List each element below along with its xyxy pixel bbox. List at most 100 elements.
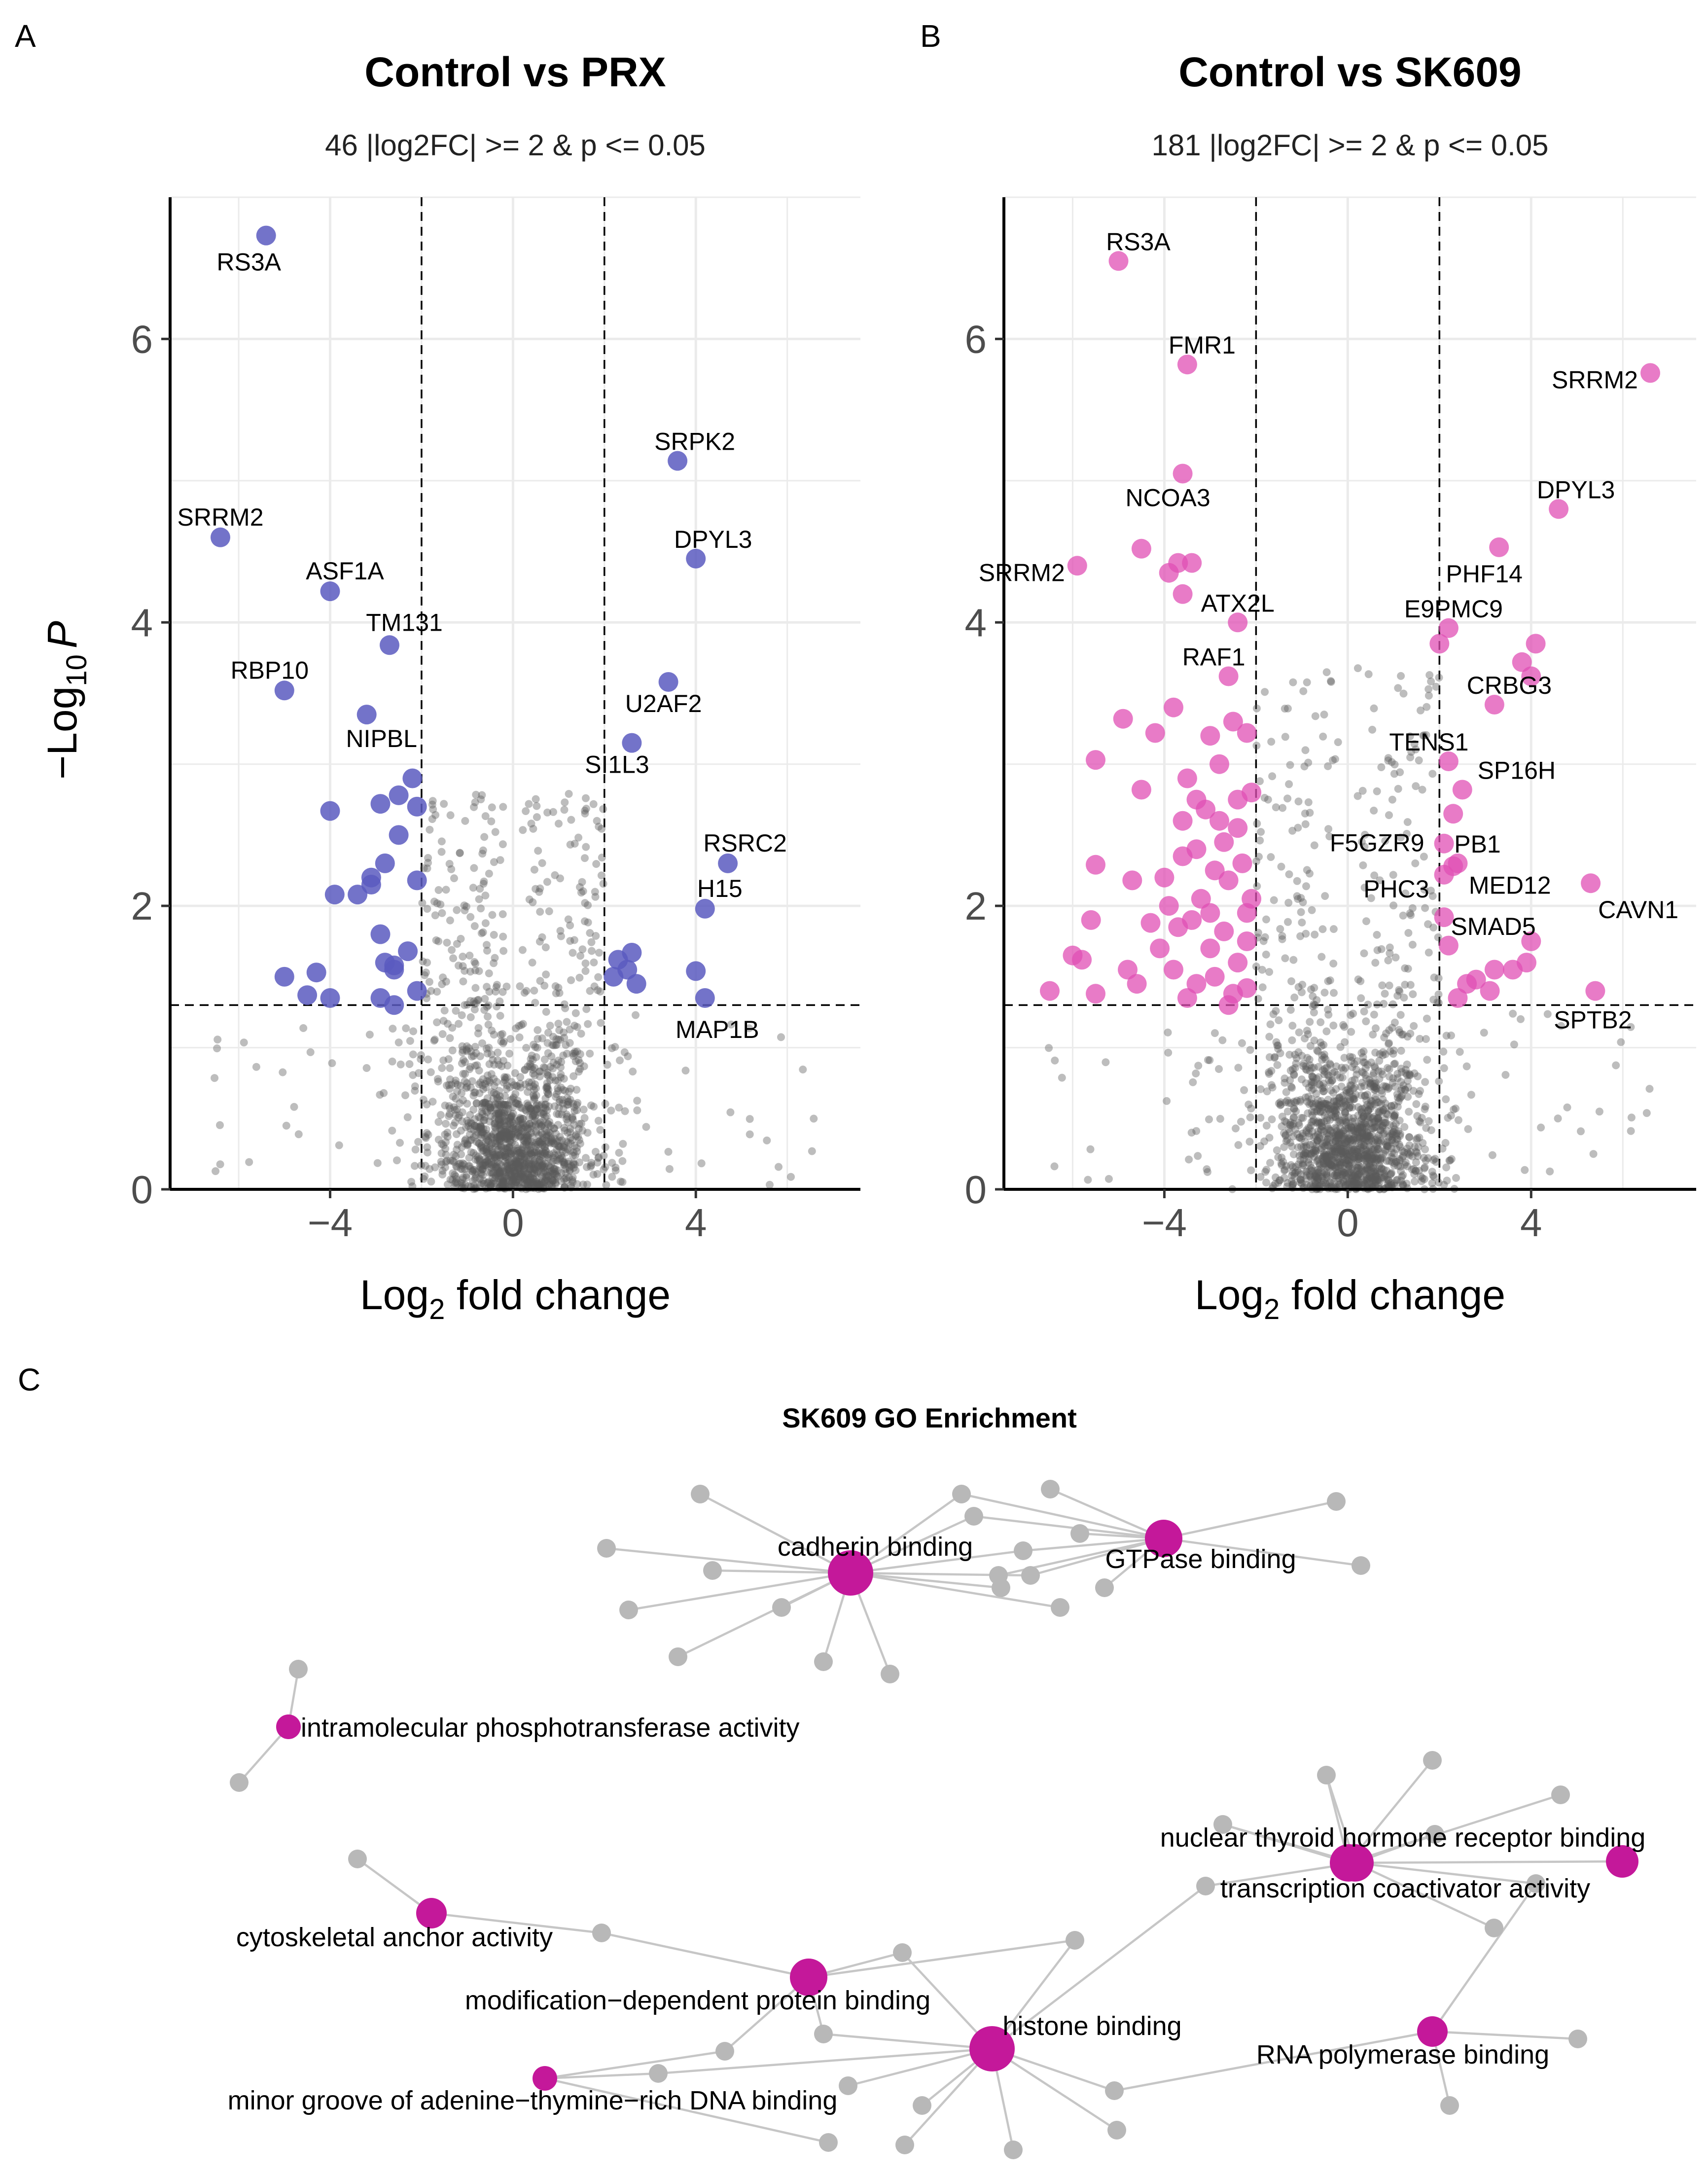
background-point: [571, 1049, 579, 1058]
background-point: [1307, 1099, 1315, 1107]
background-point: [534, 1158, 543, 1166]
background-point: [1302, 1065, 1310, 1073]
background-point: [1298, 918, 1306, 927]
background-point: [556, 927, 565, 935]
background-point: [437, 1160, 446, 1169]
background-point: [543, 808, 552, 817]
background-point: [1058, 1073, 1066, 1082]
background-point: [566, 1128, 574, 1136]
significant-point: [407, 870, 427, 891]
background-point: [490, 1089, 498, 1097]
background-point: [1268, 1115, 1276, 1124]
background-point: [555, 1098, 564, 1106]
background-point: [584, 901, 592, 909]
background-point: [417, 1051, 425, 1059]
background-point: [483, 1147, 491, 1155]
background-point: [1464, 1125, 1472, 1133]
go-term-label: intramolecular phosphotransferase activi…: [301, 1713, 800, 1743]
significant-point: [398, 941, 418, 962]
background-point: [543, 1082, 551, 1091]
background-point: [542, 1147, 550, 1155]
background-point: [434, 1136, 443, 1144]
background-point: [1285, 780, 1293, 788]
background-point: [560, 1143, 569, 1151]
background-point: [1397, 672, 1405, 680]
background-point: [460, 901, 468, 910]
background-point: [1281, 733, 1289, 741]
background-point: [1321, 892, 1329, 900]
background-point: [468, 1052, 476, 1061]
background-point: [443, 1129, 452, 1137]
background-point: [529, 1091, 537, 1100]
background-point: [457, 1150, 465, 1159]
go-term-label: transcription coactivator activity: [1220, 1874, 1590, 1903]
background-point: [504, 1166, 513, 1174]
background-point: [499, 1147, 508, 1156]
background-point: [536, 1108, 544, 1117]
background-point: [559, 1086, 568, 1094]
background-point: [528, 1122, 536, 1130]
significant-point: [320, 988, 340, 1008]
background-point: [530, 1109, 538, 1118]
background-point: [1334, 1130, 1342, 1139]
background-point: [1279, 804, 1287, 812]
background-point: [567, 1181, 575, 1189]
background-point: [488, 803, 496, 812]
background-point: [1354, 1178, 1363, 1186]
significant-point: [1503, 960, 1523, 980]
background-point: [520, 1180, 529, 1189]
background-point: [212, 1167, 220, 1176]
background-point: [1404, 929, 1413, 937]
background-point: [536, 884, 544, 892]
background-point: [1284, 898, 1293, 907]
background-point: [1373, 1000, 1381, 1009]
background-point: [1246, 1113, 1254, 1121]
background-point: [553, 1084, 562, 1093]
background-point: [503, 1160, 511, 1168]
background-point: [520, 1161, 528, 1170]
background-point: [1050, 1162, 1059, 1171]
background-point: [497, 1116, 504, 1124]
y-axis-title-prx: −Log10P: [39, 621, 93, 780]
background-point: [513, 1172, 521, 1180]
background-point: [511, 1151, 520, 1159]
background-point: [503, 1165, 511, 1174]
background-point: [419, 1096, 427, 1104]
background-point: [509, 1122, 517, 1130]
background-point: [524, 1170, 533, 1178]
background-point: [481, 1098, 490, 1106]
background-point: [573, 1023, 581, 1031]
background-point: [1297, 894, 1305, 902]
background-point: [1388, 795, 1396, 804]
background-point: [504, 1165, 512, 1174]
background-point: [417, 1055, 425, 1063]
background-point: [442, 1158, 450, 1166]
background-point: [519, 1149, 527, 1158]
gene-label: PHC3: [1363, 875, 1429, 903]
background-point: [1408, 904, 1417, 912]
background-point: [548, 1137, 557, 1145]
background-point: [536, 1150, 545, 1158]
background-point: [1204, 1056, 1212, 1064]
background-point: [500, 1168, 509, 1177]
background-point: [549, 1177, 557, 1185]
background-point: [433, 899, 441, 907]
background-point: [504, 1134, 512, 1142]
background-point: [505, 1132, 513, 1141]
background-point: [485, 988, 494, 996]
background-point: [480, 1006, 489, 1014]
background-point: [524, 1088, 532, 1096]
background-point: [479, 1099, 488, 1107]
background-point: [487, 1106, 495, 1115]
background-point: [240, 1038, 248, 1047]
background-point: [477, 1141, 486, 1149]
background-point: [570, 1142, 579, 1150]
panel-letter-c: C: [18, 1362, 40, 1397]
background-point: [527, 1162, 535, 1171]
background-point: [437, 1140, 446, 1148]
background-point: [568, 1114, 576, 1122]
gene-node: [814, 1652, 833, 1671]
gene-node: [1051, 1598, 1069, 1617]
gene-label: PB1: [1454, 830, 1501, 858]
background-point: [697, 1159, 706, 1168]
